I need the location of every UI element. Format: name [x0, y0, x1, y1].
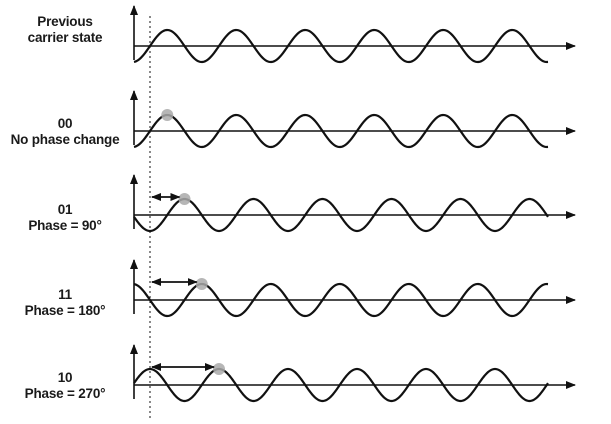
row-label-line2: carrier state [27, 30, 103, 45]
carrier-wave [133, 367, 549, 403]
row-label-11: 11 Phase = 180° [0, 287, 130, 319]
peak-marker [178, 193, 191, 205]
peak-marker [161, 109, 174, 121]
carrier-wave [133, 197, 549, 233]
row-label-line1: Previous [37, 14, 93, 29]
row-label-line1: 11 [58, 287, 72, 302]
row-label-line2: No phase change [10, 132, 120, 147]
row-label-00: 00 No phase change [0, 116, 130, 148]
row-label-line2: Phase = 90° [28, 218, 102, 233]
waveform-row [130, 259, 576, 318]
row-label-line1: 10 [57, 370, 73, 385]
waveform-row [130, 344, 576, 403]
row-label-10: 10 Phase = 270° [0, 370, 130, 402]
waveform-row [130, 90, 576, 149]
row-label-01: 01 Phase = 90° [0, 202, 130, 234]
waveform-row [130, 5, 576, 64]
row-label-line2: Phase = 180° [24, 303, 106, 318]
waveform-row [130, 174, 576, 233]
peak-marker [195, 278, 208, 290]
row-label-line2: Phase = 270° [24, 386, 106, 401]
row-label-line1: 00 [57, 116, 73, 131]
row-label-previous: Previous carrier state [0, 14, 130, 46]
carrier-wave [133, 113, 549, 149]
row-label-line1: 01 [57, 202, 73, 217]
peak-marker [213, 363, 225, 375]
carrier-wave [133, 28, 549, 64]
